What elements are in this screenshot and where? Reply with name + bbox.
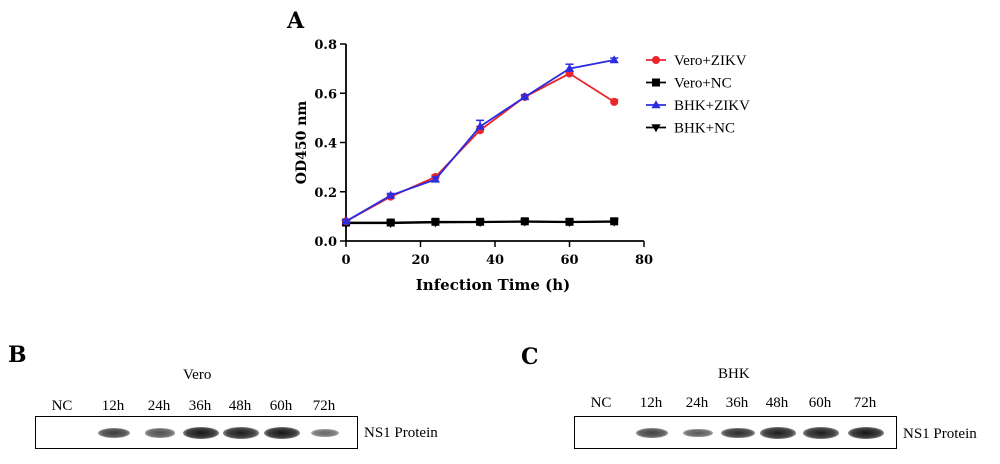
protein-band — [223, 427, 259, 439]
lane-label: 12h — [101, 398, 125, 414]
protein-band — [848, 427, 884, 439]
y-tick-label: 0.4 — [314, 137, 337, 152]
protein-band — [683, 428, 713, 438]
x-axis-label: Infection Time (h) — [416, 276, 570, 294]
protein-band — [721, 427, 755, 439]
data-point-bhk-zikv — [341, 216, 351, 225]
data-point-bhk-zikv — [520, 92, 530, 101]
lane-label: 48h — [228, 398, 252, 414]
x-tick-label: 0 — [341, 253, 350, 268]
lane-label: 48h — [765, 395, 789, 411]
legend-marker-bhk-nc — [651, 124, 661, 133]
y-tick-label: 0.6 — [314, 87, 337, 102]
series-line-bhk-zikv — [345, 59, 615, 223]
data-point-bhk-zikv — [609, 55, 619, 64]
panel-c-blot — [574, 416, 897, 449]
panel-b-protein-label: NS1 Protein — [364, 425, 438, 441]
y-tick-label: 0.0 — [314, 235, 337, 250]
lane-label: 24h — [685, 395, 709, 411]
data-point-bhk-zikv — [564, 63, 575, 72]
panel-c-letter: C — [521, 344, 539, 370]
data-point-bhk-zikv — [386, 190, 396, 199]
lane-label: 60h — [269, 398, 293, 414]
panel-c-protein-label: NS1 Protein — [903, 426, 977, 442]
lane-label: 36h — [188, 398, 212, 414]
lane-label: NC — [590, 395, 612, 411]
x-tick-label: 60 — [560, 253, 578, 268]
lane-label: 72h — [853, 395, 877, 411]
protein-band — [803, 427, 839, 439]
protein-band — [636, 428, 668, 438]
panel-c-title: BHK — [718, 366, 750, 382]
lane-label: 24h — [147, 398, 171, 414]
x-tick-label: 80 — [635, 253, 653, 268]
data-point-bhk-zikv — [475, 121, 485, 130]
protein-band — [97, 427, 131, 439]
protein-band — [310, 428, 340, 438]
y-axis-label: OD450 nm — [294, 101, 310, 185]
y-tick-label: 0.2 — [314, 186, 337, 201]
x-tick-label: 20 — [411, 253, 429, 268]
protein-band — [264, 427, 300, 439]
data-point-bhk-nc — [475, 219, 485, 228]
x-tick-label: 40 — [486, 253, 504, 268]
series-line-vero-zikv — [345, 72, 615, 223]
protein-band — [760, 427, 796, 439]
lane-label: 72h — [312, 398, 336, 414]
legend-label-bhk-nc: BHK+NC — [674, 121, 735, 137]
data-point-bhk-nc — [430, 219, 440, 228]
data-point-bhk-zikv — [430, 174, 440, 183]
lane-label: NC — [51, 398, 73, 414]
panel-b-title: Vero — [183, 367, 212, 383]
legend-label-vero-nc: Vero+NC — [674, 76, 732, 92]
y-tick-label: 0.8 — [314, 38, 337, 53]
legend-label-vero-zikv: Vero+ZIKV — [674, 53, 747, 69]
protein-band — [144, 428, 176, 438]
data-point-bhk-nc — [520, 218, 530, 227]
data-point-bhk-nc — [564, 219, 575, 228]
legend-marker-vero-zikv — [652, 56, 660, 64]
legend-label-bhk-zikv: BHK+ZIKV — [674, 98, 750, 114]
legend-marker-bhk-zikv — [651, 100, 661, 109]
data-point-vero-zikv — [610, 97, 619, 106]
panel-a-letter: A — [287, 8, 305, 34]
legend-marker-vero-nc — [652, 78, 660, 87]
panel-b-blot — [35, 416, 358, 449]
panel-b-letter: B — [8, 342, 27, 368]
data-point-bhk-nc — [609, 218, 619, 227]
protein-band — [183, 427, 219, 439]
lane-label: 36h — [725, 395, 749, 411]
lane-label: 12h — [639, 395, 663, 411]
lane-label: 60h — [808, 395, 832, 411]
line-chart: 0.0 0.2 0.4 0.6 0.8 0 20 40 60 80 Infection Time (… — [294, 38, 750, 294]
data-point-bhk-nc — [386, 220, 396, 229]
